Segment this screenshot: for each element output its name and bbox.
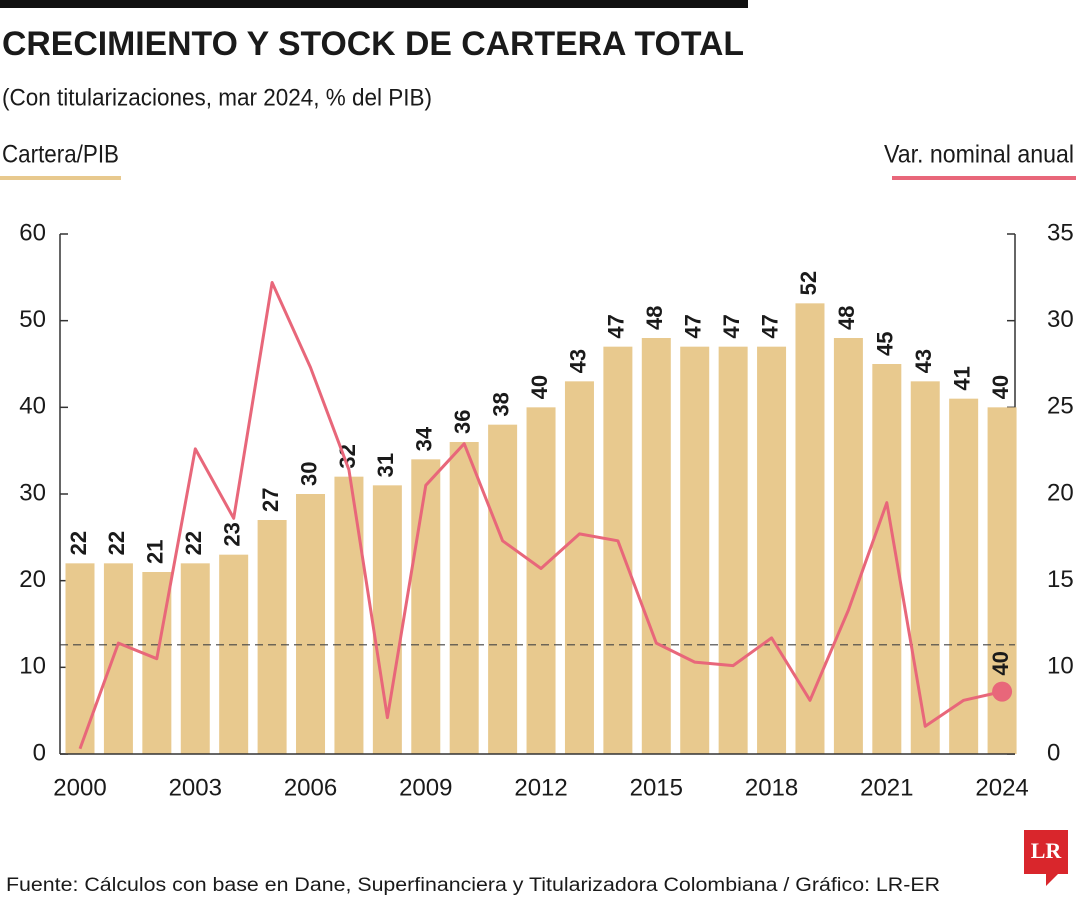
bar [257, 520, 287, 754]
y-tick-label: 10 [19, 653, 46, 680]
value-label: 52 [796, 271, 821, 295]
end-point [992, 681, 1013, 702]
bar [564, 381, 594, 754]
y-tick-label: 0 [33, 739, 46, 766]
bar [449, 442, 479, 754]
y2-tick-label: 20 [1047, 479, 1074, 506]
bar [219, 554, 249, 754]
legend-label: Cartera/PIB [2, 141, 119, 169]
value-label: 30 [296, 462, 321, 486]
value-label: 34 [412, 426, 437, 451]
y2-tick-label: 15 [1047, 566, 1074, 593]
value-label: 36 [450, 410, 475, 434]
value-label: 47 [757, 314, 782, 338]
value-label: 22 [66, 531, 91, 555]
logo-text: LR [1031, 838, 1063, 863]
bar [987, 407, 1017, 754]
y-tick-label: 50 [19, 306, 46, 333]
bar [949, 398, 979, 754]
x-tick-label: 2003 [169, 774, 222, 801]
x-tick-label: 2012 [514, 774, 567, 801]
bar [680, 346, 710, 754]
y2-tick-label: 35 [1047, 219, 1074, 246]
bar [757, 346, 787, 754]
legend-label: Var. nominal anual [884, 141, 1074, 169]
value-label: 43 [911, 349, 936, 373]
value-label: 45 [873, 332, 898, 356]
bar [641, 338, 671, 754]
y2-tick-label: 0 [1047, 739, 1060, 766]
bar [603, 346, 633, 754]
value-label: 43 [565, 349, 590, 373]
bar [65, 563, 95, 754]
x-tick-label: 2021 [860, 774, 913, 801]
y-tick-label: 60 [19, 219, 46, 246]
bar [296, 494, 326, 754]
x-tick-label: 2009 [399, 774, 452, 801]
bar [910, 381, 940, 754]
chart-title: CRECIMIENTO Y STOCK DE CARTERA TOTAL [2, 25, 744, 63]
value-label: 22 [181, 531, 206, 555]
value-label: 22 [104, 531, 129, 555]
value-label: 40 [988, 375, 1013, 399]
source-note: Fuente: Cálculos con base en Dane, Super… [6, 875, 940, 896]
legend-swatch [892, 176, 1076, 180]
bar [526, 407, 556, 754]
value-label: 47 [719, 314, 744, 338]
bar [180, 563, 210, 754]
y-tick-label: 30 [19, 479, 46, 506]
x-tick-label: 2006 [284, 774, 337, 801]
value-label: 47 [604, 314, 629, 338]
value-label: 23 [219, 522, 244, 546]
value-label: 27 [258, 488, 283, 512]
bar [411, 459, 441, 754]
x-tick-label: 2018 [745, 774, 798, 801]
value-label: 47 [681, 314, 706, 338]
x-tick-label: 2015 [630, 774, 683, 801]
chart-subtitle: (Con titularizaciones, mar 2024, % del P… [2, 84, 432, 111]
x-tick-label: 2000 [53, 774, 106, 801]
y-tick-label: 20 [19, 566, 46, 593]
bar [833, 338, 863, 754]
legend-swatch [0, 176, 121, 180]
value-label: 38 [488, 392, 513, 416]
value-label: 48 [642, 306, 667, 330]
value-label: 48 [834, 306, 859, 330]
bar [334, 476, 364, 754]
logo [1024, 830, 1068, 874]
y2-tick-label: 25 [1047, 393, 1074, 420]
x-tick-label: 2024 [975, 774, 1028, 801]
value-label: 41 [949, 366, 974, 390]
value-label: 40 [527, 375, 552, 399]
bar [103, 563, 133, 754]
y-tick-label: 40 [19, 393, 46, 420]
y2-tick-label: 10 [1047, 653, 1074, 680]
y2-tick-label: 30 [1047, 306, 1074, 333]
logo-tail [1046, 874, 1058, 886]
value-label: 21 [143, 540, 168, 564]
bar [488, 424, 518, 754]
value-label: 31 [373, 453, 398, 477]
point-label: 40 [988, 651, 1013, 675]
line [78, 281, 1003, 750]
top-rule [0, 0, 748, 8]
bar [718, 346, 748, 754]
